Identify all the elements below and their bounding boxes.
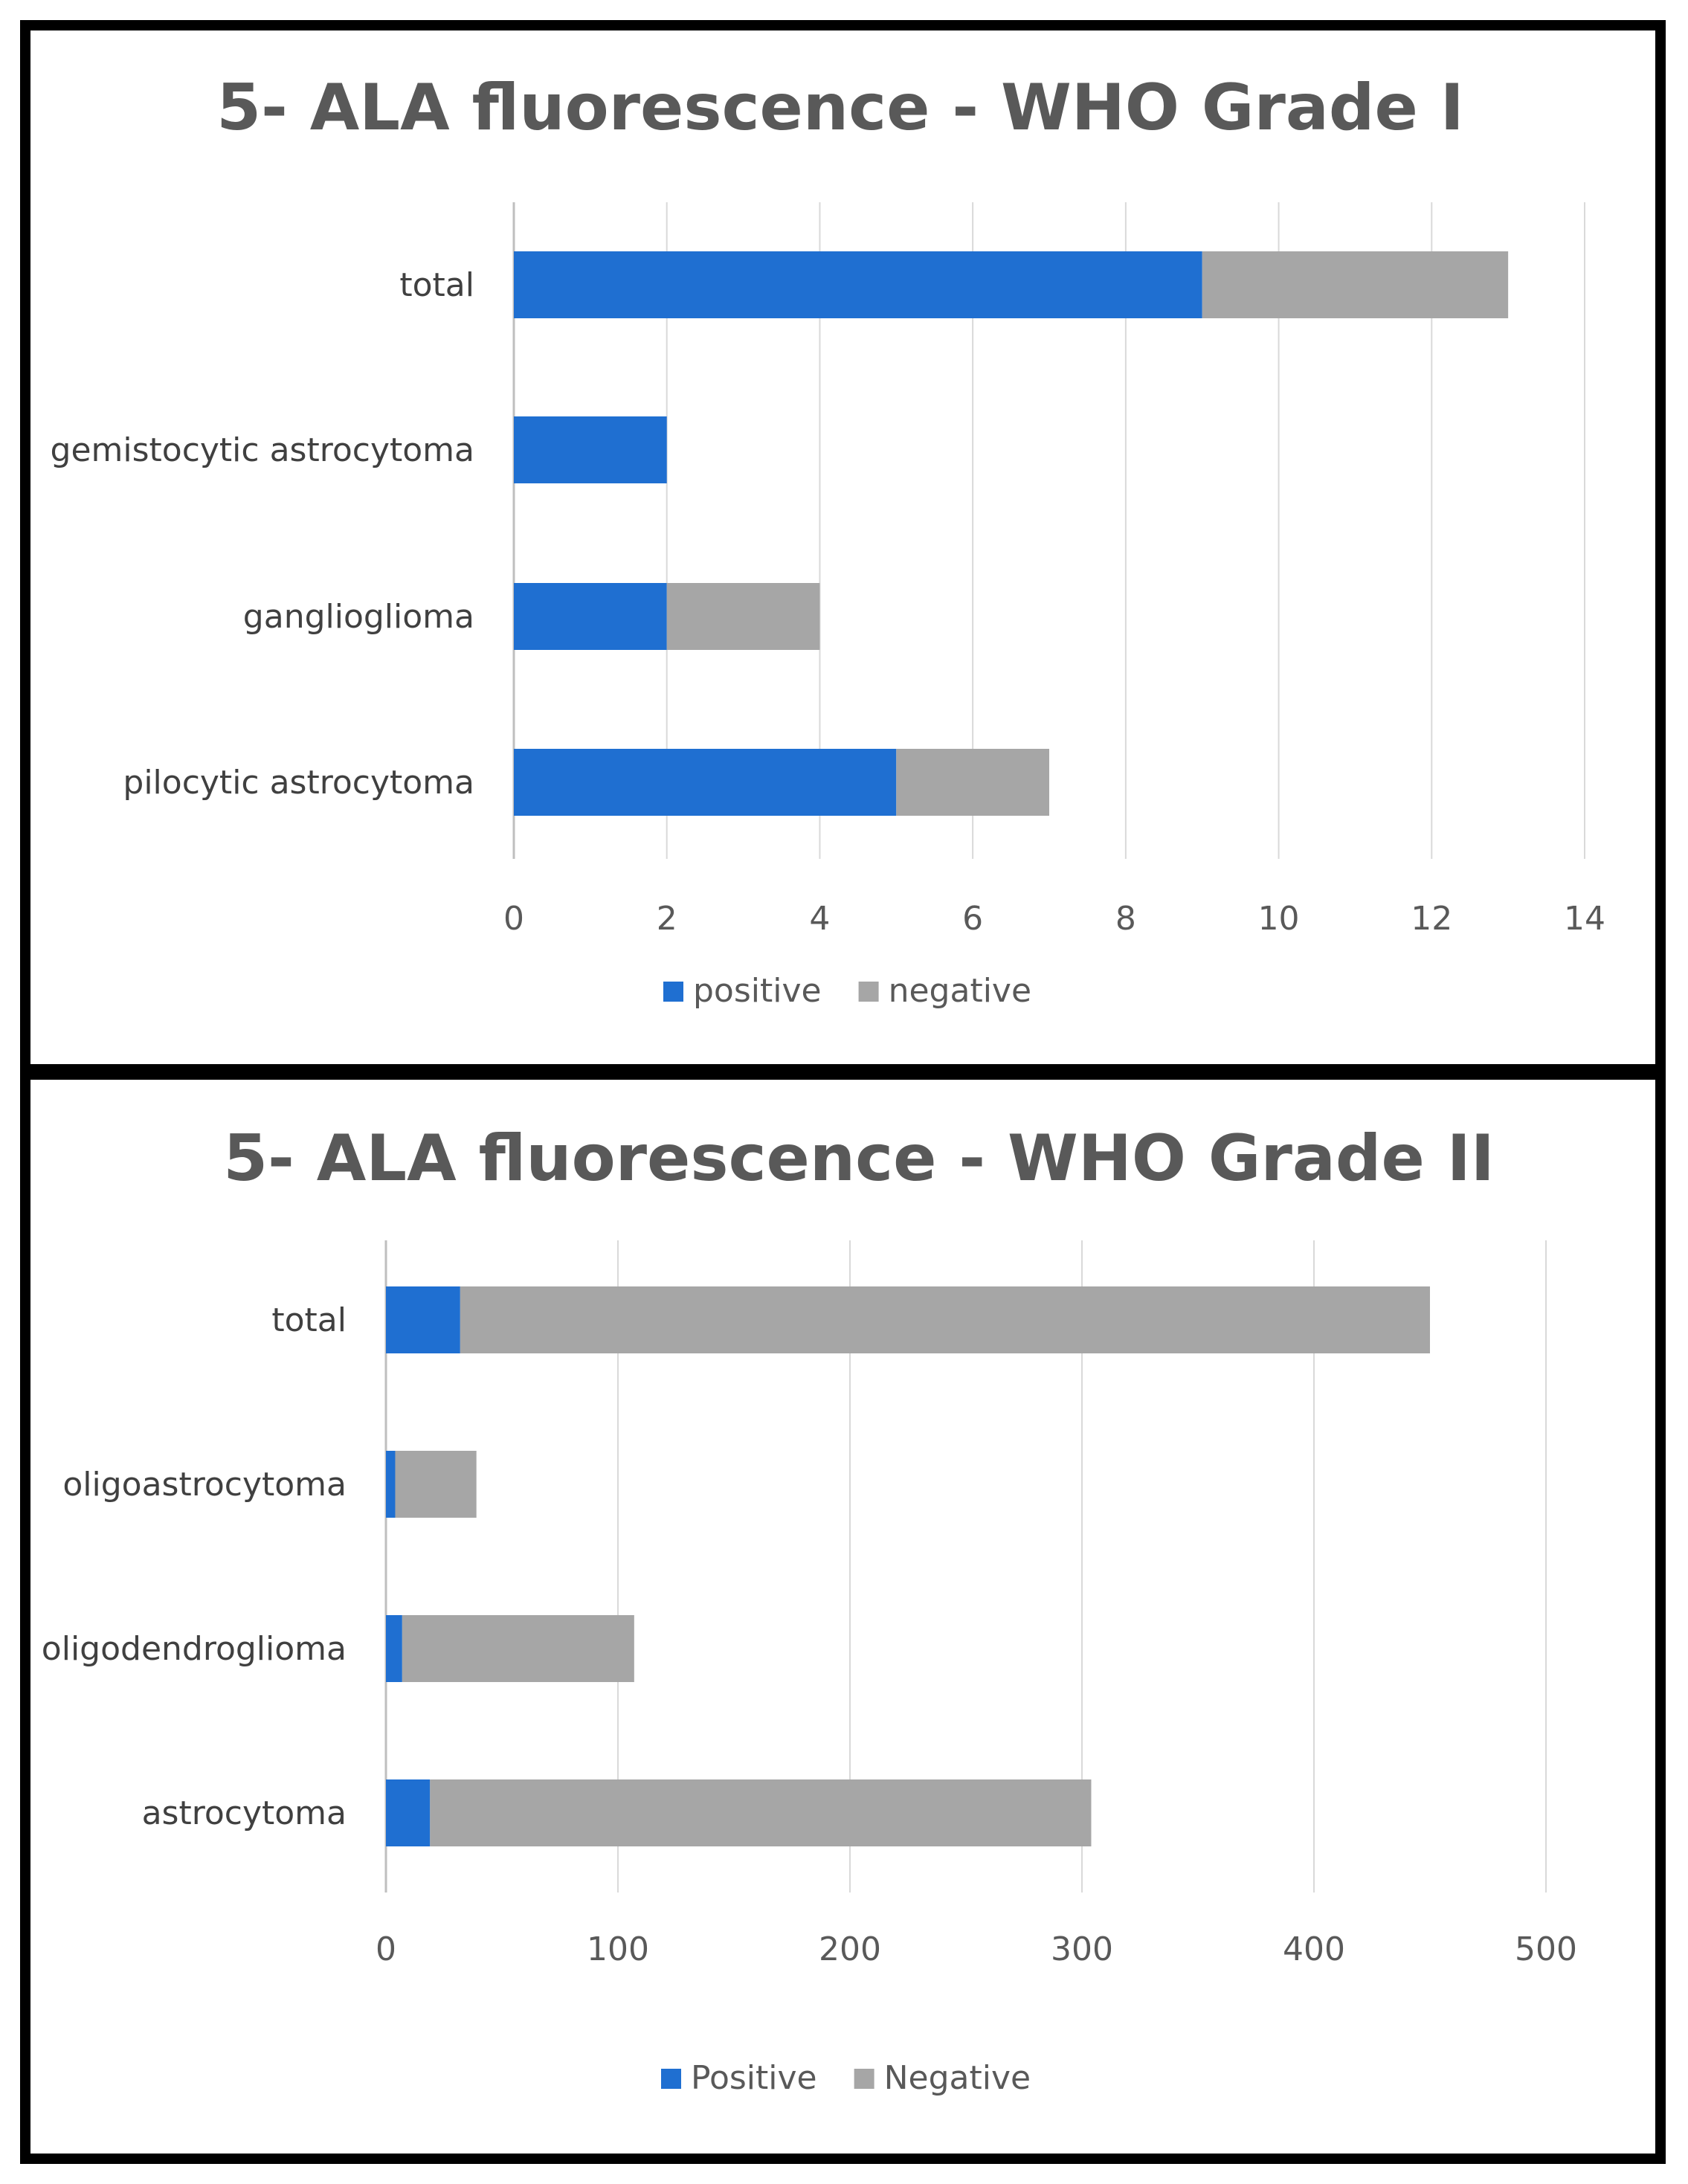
bar-segment-positive (514, 749, 897, 816)
legend-label: Negative (884, 2059, 1031, 2097)
category-label: total (271, 1301, 347, 1339)
x-tick-labels: 0 100 200 300 400 500 (376, 1930, 1577, 1968)
chart-grade-1: 5- ALA fluorescence - WHO Grade I pilocy… (51, 71, 1605, 1010)
chart-title: 5- ALA fluorescence - WHO Grade I (216, 71, 1463, 145)
legend-swatch (858, 982, 879, 1002)
x-tick-label: 100 (587, 1930, 649, 1968)
legend-swatch (854, 2069, 874, 2089)
x-tick-label: 4 (809, 900, 830, 938)
bar-segment-positive (386, 1779, 431, 1846)
legend-swatch (663, 982, 683, 1002)
bar-segment-negative (402, 1615, 634, 1682)
category-label: gemistocytic astrocytoma (51, 431, 474, 469)
bar-segment-negative (460, 1286, 1430, 1353)
bar-segment-positive (514, 251, 1202, 318)
bars (386, 1286, 1430, 1846)
category-label: pilocytic astrocytoma (123, 764, 474, 802)
legend-label: Positive (691, 2059, 817, 2097)
x-tick-label: 8 (1115, 900, 1136, 938)
category-labels: pilocytic astrocytoma ganglioglioma gemist… (51, 266, 474, 802)
chart-grade-2: 5- ALA fluorescence - WHO Grade II astro… (42, 1121, 1577, 2097)
category-label: total (399, 266, 474, 304)
bar-segment-negative (430, 1779, 1092, 1846)
x-tick-label: 300 (1051, 1930, 1113, 1968)
x-tick-label: 14 (1564, 900, 1605, 938)
bar-segment-negative (666, 583, 820, 650)
x-tick-label: 6 (962, 900, 983, 938)
legend: positive negative (663, 972, 1031, 1010)
legend-label: positive (693, 972, 822, 1010)
bar-segment-positive (514, 583, 667, 650)
category-label: oligoastrocytoma (62, 1466, 347, 1504)
x-tick-labels: 0 2 4 6 8 10 12 14 (503, 900, 1605, 938)
category-labels: astrocytoma oligodendroglioma oligoastrocy… (42, 1301, 347, 1832)
x-tick-label: 0 (503, 900, 524, 938)
panel-frame-grade-1 (20, 20, 1666, 1075)
legend: Positive Negative (661, 2059, 1031, 2097)
bar-segment-positive (386, 1615, 402, 1682)
bar-segment-positive (514, 416, 667, 483)
x-tick-label: 12 (1411, 900, 1452, 938)
x-tick-label: 400 (1283, 1930, 1345, 1968)
legend-swatch (661, 2069, 681, 2089)
bar-segment-negative (1202, 251, 1509, 318)
panel-frame-grade-2 (20, 1069, 1666, 2164)
x-tick-label: 200 (819, 1930, 881, 1968)
x-tick-label: 2 (657, 900, 677, 938)
x-tick-label: 500 (1515, 1930, 1577, 1968)
category-label: oligodendroglioma (42, 1630, 347, 1668)
bar-segment-positive (386, 1451, 396, 1518)
bar-segment-positive (386, 1286, 460, 1353)
category-label: ganglioglioma (243, 598, 474, 636)
legend-label: negative (889, 972, 1031, 1010)
x-tick-label: 0 (376, 1930, 396, 1968)
bars (514, 251, 1509, 816)
chart-title: 5- ALA fluorescence - WHO Grade II (223, 1121, 1494, 1196)
bar-segment-negative (395, 1451, 477, 1518)
category-label: astrocytoma (142, 1794, 347, 1832)
x-tick-label: 10 (1258, 900, 1300, 938)
bar-segment-negative (896, 749, 1049, 816)
